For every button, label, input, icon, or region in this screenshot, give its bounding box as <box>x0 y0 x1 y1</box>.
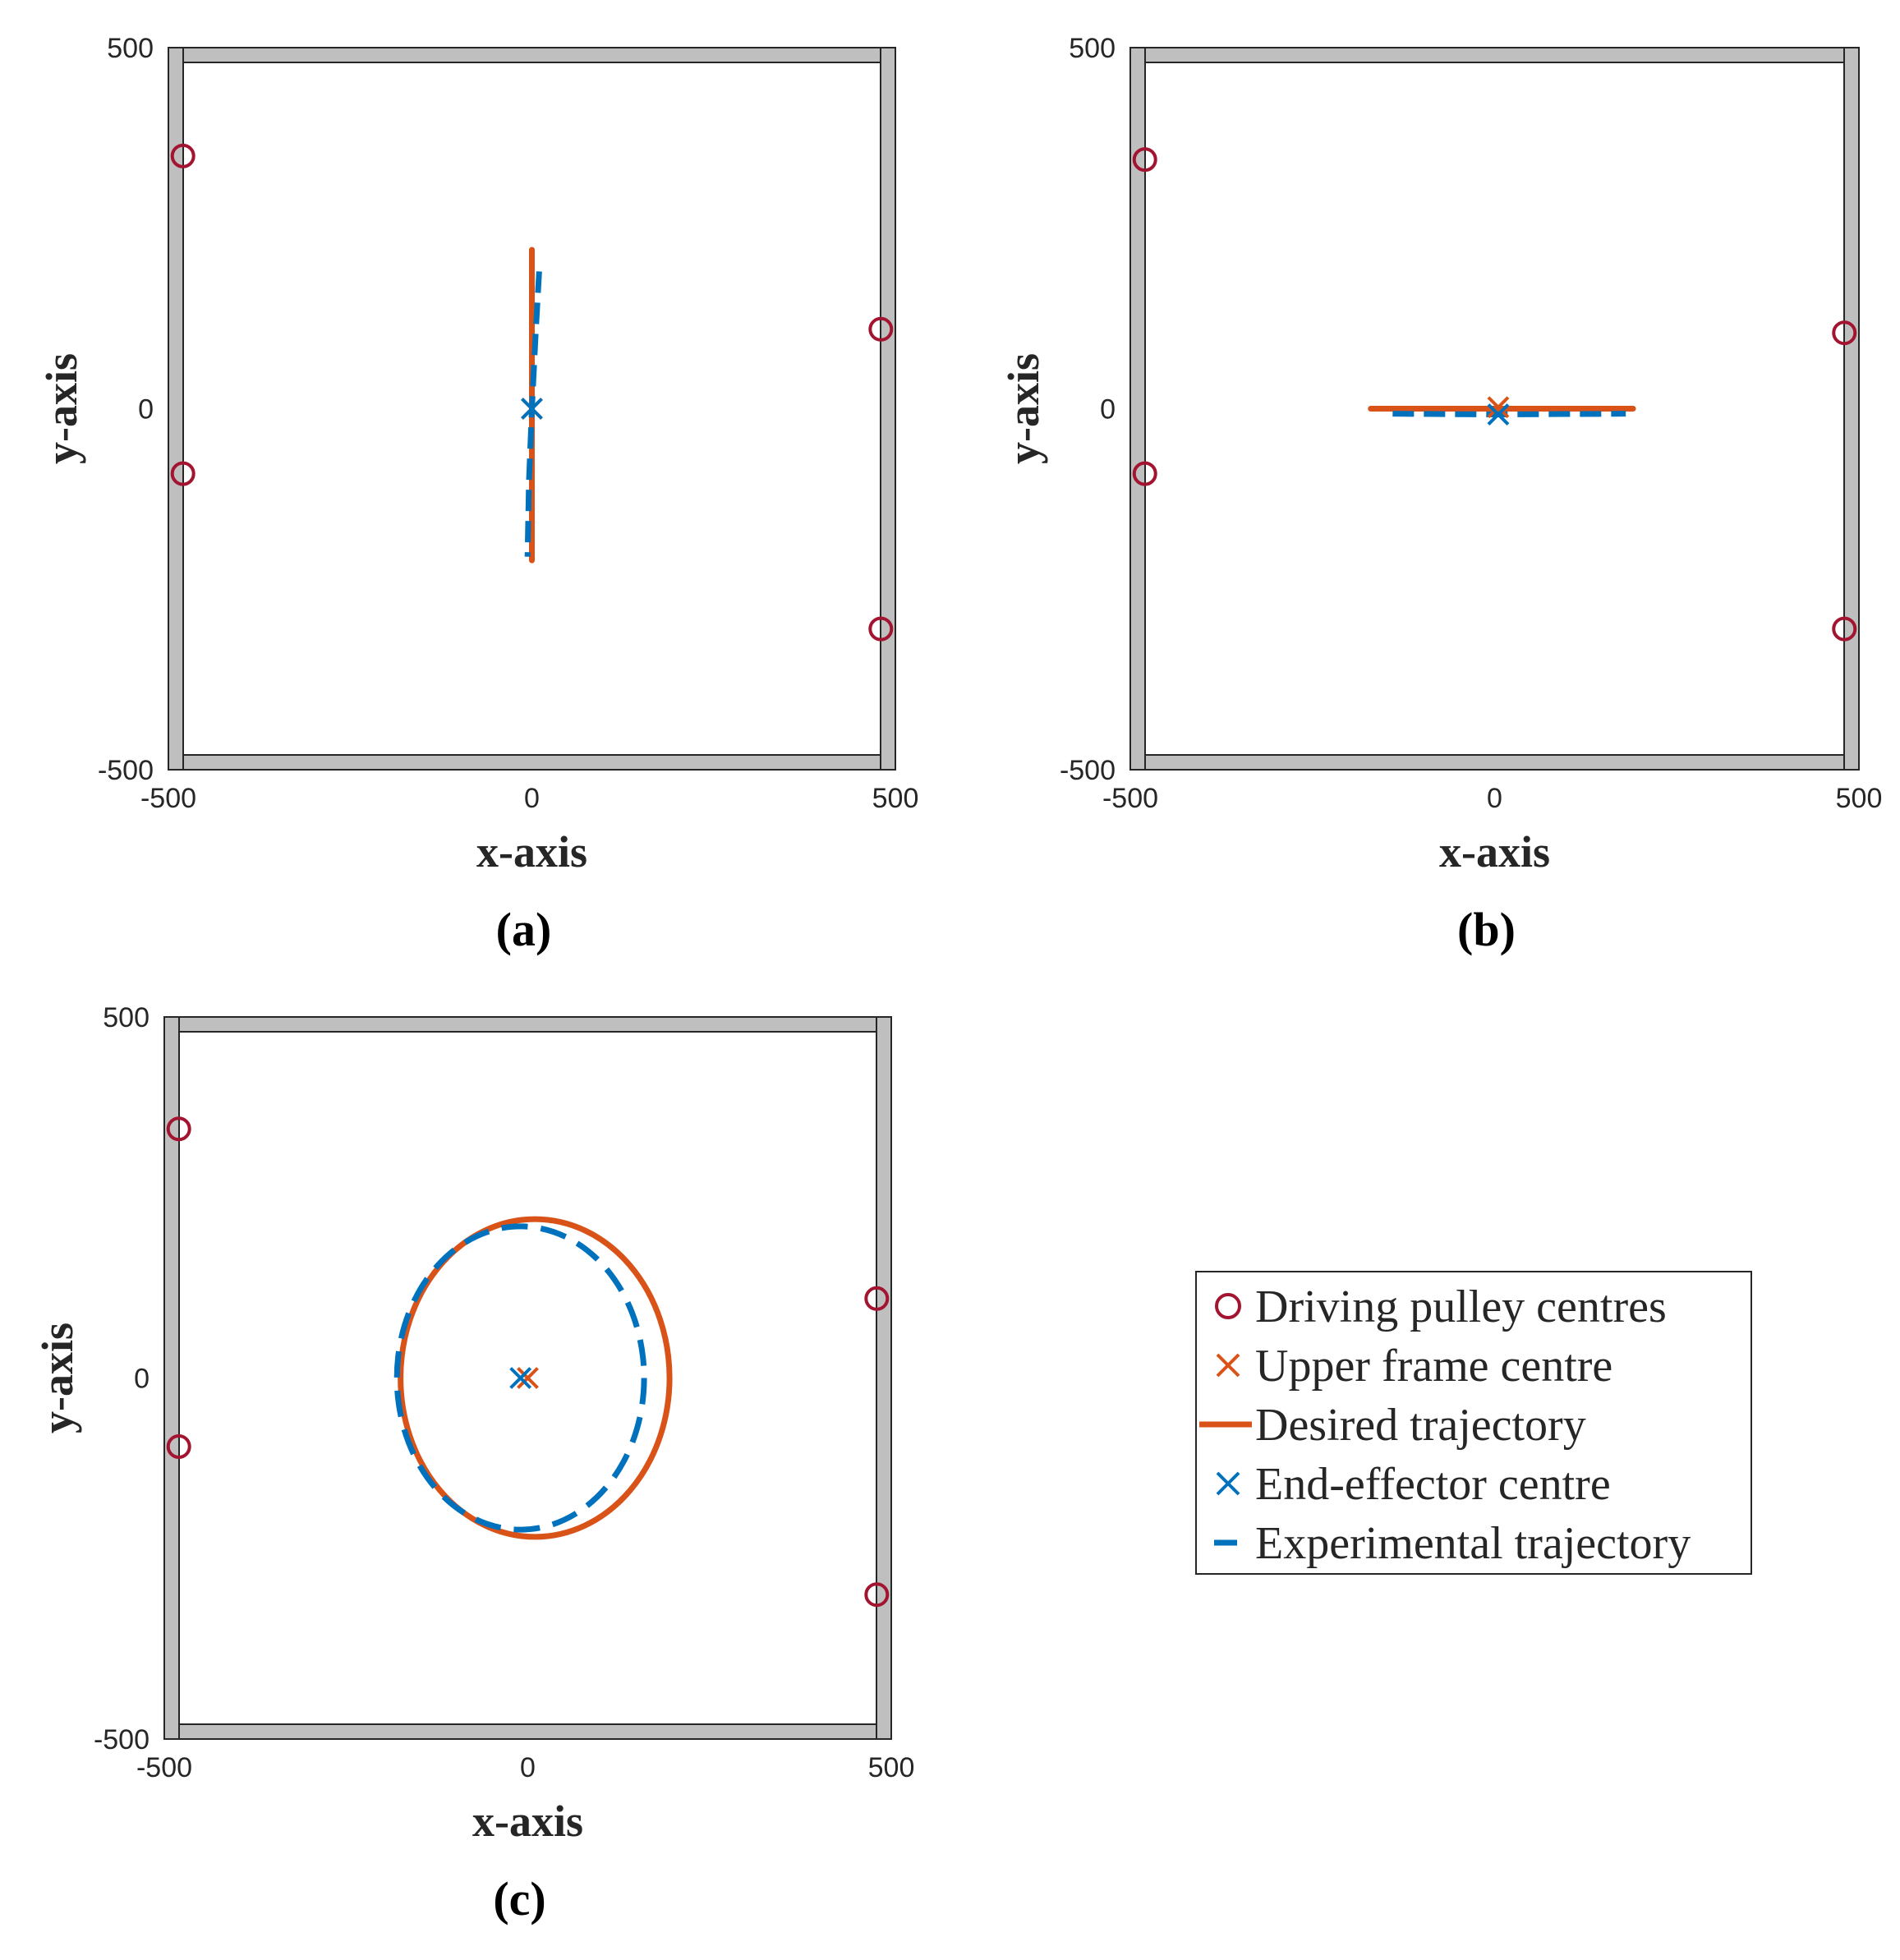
pulley-centre-point <box>1832 320 1857 346</box>
legend-label: Upper frame centre <box>1255 1341 1612 1392</box>
frame <box>1129 47 1860 771</box>
legend: Driving pulley centres Upper frame centr… <box>1195 1271 1752 1575</box>
x-axis-label: x-axis <box>476 827 587 876</box>
y-tick-label: 0 <box>138 394 154 426</box>
pulley-centre-point <box>868 616 894 642</box>
y-axis-label: y-axis <box>33 1323 82 1433</box>
panel-3: -500 0 500 -500 0 500 x-axis y-axis (c) <box>33 1002 914 1925</box>
frame-bar <box>880 47 896 771</box>
pulley-centre-point <box>170 461 196 486</box>
legend-label: Experimental trajectory <box>1255 1518 1691 1569</box>
panel-2: -500 0 500 -500 0 500 x-axis y-axis (b) <box>999 33 1882 956</box>
x-tick-label: 0 <box>524 783 540 814</box>
upper-frame-centre-point-stroke <box>1487 396 1510 419</box>
legend-label: End-effector centre <box>1255 1459 1611 1510</box>
panel-caption: (a) <box>496 903 552 956</box>
end-effector-centre-point-stroke <box>521 398 543 420</box>
y-tick-label: -500 <box>98 755 154 786</box>
end-effector-centre-point <box>509 1367 532 1389</box>
end-effector-centre-point-stroke <box>509 1367 532 1389</box>
y-tick-label: 500 <box>1069 33 1116 64</box>
legend-item-pulley: Driving pulley centres <box>1215 1281 1667 1332</box>
pulley-centre-point <box>1132 461 1157 486</box>
legend-item-experimental: Experimental trajectory <box>1214 1518 1691 1569</box>
pulley-centre-point <box>166 1434 191 1460</box>
legend-label: Desired trajectory <box>1255 1400 1586 1451</box>
y-axis-label: y-axis <box>999 353 1048 464</box>
frame-bar <box>876 1016 892 1740</box>
frame <box>168 47 896 771</box>
x-tick-label: 0 <box>520 1752 536 1783</box>
x-tick-label: 500 <box>868 1752 915 1783</box>
panel-caption: (b) <box>1457 903 1516 956</box>
frame-bar <box>168 754 896 771</box>
y-tick-label: 500 <box>107 33 154 64</box>
end-effector-centre-point <box>521 398 543 420</box>
frame-bar <box>1129 47 1860 63</box>
legend-circle-icon <box>1215 1293 1241 1319</box>
y-tick-label: 0 <box>134 1364 150 1395</box>
desired-trajectory-ellipse <box>398 1216 673 1540</box>
y-tick-label: -500 <box>94 1724 150 1755</box>
panel-caption: (c) <box>493 1872 545 1925</box>
x-axis-label: x-axis <box>472 1797 583 1846</box>
pulley-centre-point <box>170 143 196 168</box>
x-axis-label: x-axis <box>1439 827 1550 876</box>
x-tick-label: 0 <box>1487 783 1502 814</box>
y-tick-label: 500 <box>103 1002 150 1033</box>
end-effector-centre-point <box>1487 403 1510 426</box>
pulley-centre-point <box>1132 147 1157 173</box>
frame-bar <box>168 47 184 771</box>
upper-frame-centre-point <box>1487 396 1510 419</box>
frame-bar <box>163 1723 892 1740</box>
pulley-centre-point <box>1832 616 1857 642</box>
y-tick-label: -500 <box>1060 755 1116 786</box>
legend-item-upper-frame: Upper frame centre <box>1216 1341 1612 1392</box>
experimental-trajectory-line <box>1392 411 1626 418</box>
x-tick-label: 500 <box>1836 783 1883 814</box>
pulley-centre-point <box>864 1582 890 1608</box>
frame-bar <box>163 1016 180 1740</box>
y-tick-label: 0 <box>1100 394 1116 426</box>
x-tick-label: -500 <box>136 1752 192 1783</box>
upper-frame-centre-point <box>517 1367 539 1389</box>
legend-label: Driving pulley centres <box>1255 1281 1667 1332</box>
pulley-centre-point <box>166 1116 191 1142</box>
legend-x-orange-icon <box>1216 1353 1240 1378</box>
y-axis-label: y-axis <box>37 353 86 464</box>
x-tick-label: -500 <box>140 783 196 814</box>
legend-item-end-effector: End-effector centre <box>1216 1459 1611 1510</box>
x-tick-label: -500 <box>1102 783 1158 814</box>
upper-frame-centre-point-stroke <box>517 1367 539 1389</box>
legend-box <box>1195 1271 1752 1575</box>
frame <box>163 1016 892 1740</box>
x-tick-label: 500 <box>872 783 919 814</box>
end-effector-centre-point-stroke <box>1487 403 1510 426</box>
frame-bar <box>1129 47 1146 771</box>
pulley-centre-point <box>868 316 894 342</box>
panel-1: -500 0 500 -500 0 500 x-axis y-axis (a) <box>37 33 918 956</box>
experimental-trajectory-ellipse <box>393 1223 647 1533</box>
frame-bar <box>1129 754 1860 771</box>
legend-x-blue-icon <box>1216 1471 1240 1496</box>
frame-bar <box>168 47 896 63</box>
frame-bar <box>1843 47 1860 771</box>
legend-item-desired: Desired trajectory <box>1199 1400 1586 1451</box>
pulley-centre-point <box>864 1286 890 1311</box>
frame-bar <box>163 1016 892 1033</box>
